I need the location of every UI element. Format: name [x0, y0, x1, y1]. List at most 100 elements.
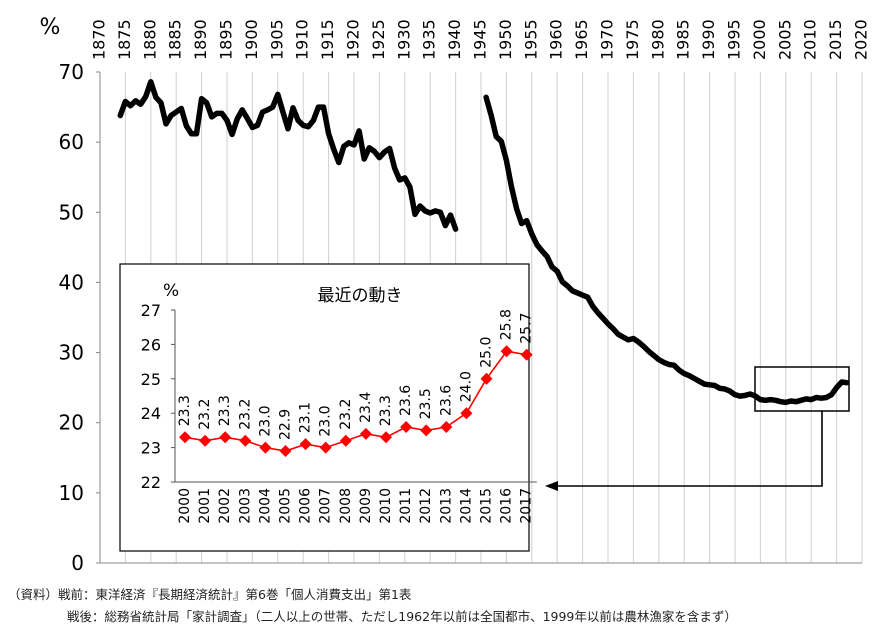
inset-data-label-2011: 23.6 [398, 385, 414, 416]
main-x-tick-1935: 1935 [420, 19, 439, 60]
callout-arrow-head [545, 481, 558, 491]
inset-data-labels: 23.3 23.2 23.3 23.2 23.0 22.9 23.1 23.0 23.2 23.4… [177, 309, 535, 440]
main-x-tick-1895: 1895 [217, 19, 236, 60]
inset-marker-2011 [400, 420, 413, 433]
main-x-tick-1885: 1885 [166, 19, 185, 60]
main-y-tick-20: 20 [59, 411, 84, 435]
inset-data-label-2017: 25.7 [519, 313, 535, 344]
inset-marker-2001 [199, 434, 212, 447]
callout-arrow-line [556, 411, 823, 487]
main-y-tick-50: 50 [59, 200, 84, 224]
inset-data-label-2012: 23.5 [418, 388, 434, 419]
main-x-tick-1965: 1965 [572, 19, 591, 60]
inset-x-tick-2000: 2000 [177, 488, 193, 524]
series-line-prewar [117, 79, 459, 232]
main-y-axis-label: % [40, 15, 61, 40]
main-x-tick-1940: 1940 [445, 19, 464, 60]
inset-data-label-2016: 25.8 [499, 309, 515, 340]
inset-x-tick-2008: 2008 [338, 488, 354, 524]
main-x-tick-2005: 2005 [775, 19, 794, 60]
inset-data-label-2014: 24.0 [458, 371, 474, 402]
main-series-lines [117, 79, 850, 406]
inset-x-tick-2005: 2005 [278, 488, 294, 524]
main-x-tick-1985: 1985 [674, 19, 693, 60]
inset-marker-2017 [520, 348, 533, 361]
inset-x-tick-2004: 2004 [257, 488, 273, 524]
main-x-tick-2010: 2010 [801, 19, 820, 60]
inset-x-tick-2006: 2006 [298, 488, 314, 524]
main-axes [99, 72, 862, 564]
inset-panel [119, 263, 530, 552]
inset-marker-2012 [420, 424, 433, 437]
inset-series [179, 345, 533, 458]
inset-y-axis-label: % [163, 281, 179, 301]
main-x-tick-1960: 1960 [547, 19, 566, 60]
inset-x-tick-2012: 2012 [418, 488, 434, 524]
main-x-tick-2015: 2015 [826, 19, 845, 60]
main-y-tick-30: 30 [59, 341, 84, 365]
main-y-tick-60: 60 [59, 130, 84, 154]
inset-marker-2008 [339, 434, 352, 447]
series-line-postwar [483, 94, 850, 406]
inset-data-label-2001: 23.2 [197, 399, 213, 430]
inset-x-tick-2001: 2001 [197, 488, 213, 524]
inset-y-tick-23: 23 [141, 439, 161, 458]
inset-marker-2010 [380, 431, 392, 444]
main-x-tick-1975: 1975 [623, 19, 642, 60]
inset-title: 最近の動き [318, 286, 403, 306]
inset-x-tick-2014: 2014 [458, 488, 474, 524]
inset-data-label-2006: 23.1 [298, 402, 314, 433]
inset-x-tick-2003: 2003 [237, 488, 253, 524]
main-x-tick-1930: 1930 [394, 19, 413, 60]
main-x-tick-2020: 2020 [852, 19, 871, 60]
main-y-tick-70: 70 [59, 60, 84, 84]
inset-y-tick-26: 26 [141, 335, 161, 354]
inset-x-tick-2013: 2013 [438, 488, 454, 524]
main-x-tick-1980: 1980 [648, 19, 667, 60]
inset-marker-2014 [460, 407, 473, 420]
main-x-tick-1880: 1880 [140, 19, 159, 60]
main-y-tick-40: 40 [59, 270, 84, 294]
source-note-line2: 戦後：総務省統計局「家計調査」（二人以上の世帯、ただし1962年以前は全国都市、… [67, 609, 737, 624]
main-y-tick-labels: 0 10 20 30 40 50 60 70 [59, 60, 100, 575]
inset-y-tick-24: 24 [141, 404, 161, 423]
inset-data-label-2010: 23.3 [378, 395, 394, 426]
inset-data-label-2013: 23.6 [438, 385, 454, 416]
highlight-box [754, 366, 850, 412]
inset-x-tick-2009: 2009 [358, 488, 374, 524]
main-x-tick-1900: 1900 [242, 19, 261, 60]
inset-x-tick-2016: 2016 [499, 488, 515, 524]
inset-data-label-2008: 23.2 [338, 399, 354, 430]
inset-data-label-2005: 22.9 [278, 409, 294, 440]
main-x-tick-2000: 2000 [750, 19, 769, 60]
main-x-tick-1890: 1890 [191, 19, 210, 60]
inset-data-label-2015: 25.0 [479, 337, 495, 368]
inset-data-label-2004: 23.0 [257, 405, 273, 436]
inset-marker-2004 [259, 441, 272, 454]
inset-x-tick-2002: 2002 [217, 488, 233, 524]
inset-data-label-2000: 23.3 [177, 395, 193, 426]
inset-data-label-2009: 23.4 [358, 392, 374, 423]
inset-y-tick-27: 27 [141, 301, 161, 320]
main-x-tick-1950: 1950 [496, 19, 515, 60]
inset-axes [174, 310, 537, 483]
main-x-tick-1995: 1995 [725, 19, 744, 60]
inset-data-label-2002: 23.3 [217, 395, 233, 426]
main-x-tick-1905: 1905 [267, 19, 286, 60]
inset-x-tick-2011: 2011 [398, 488, 414, 524]
inset-x-tick-2007: 2007 [318, 488, 334, 524]
source-note-line1: （資料）戦前：東洋経済『長期経済統計』第6巻「個人消費支出」第1表 [8, 587, 412, 602]
main-x-tick-1920: 1920 [344, 19, 363, 60]
inset-marker-2013 [440, 420, 453, 433]
inset-marker-2015 [480, 372, 493, 385]
inset-marker-2005 [279, 445, 292, 458]
main-x-tick-labels: 1870 1875 1880 1885 1890 1895 1900 1905 1910 1915… [90, 19, 871, 60]
inset-marker-2002 [219, 431, 232, 444]
main-x-tick-1870: 1870 [90, 19, 109, 60]
inset-marker-2003 [239, 434, 252, 447]
main-x-tick-1910: 1910 [293, 19, 312, 60]
inset-x-tick-2017: 2017 [519, 488, 535, 524]
inset-x-tick-2015: 2015 [479, 488, 495, 524]
inset-x-tick-labels: 2000 2001 2002 2003 2004 2005 2006 2007 2008 2009… [177, 488, 535, 524]
inset-marker-2006 [299, 438, 312, 451]
